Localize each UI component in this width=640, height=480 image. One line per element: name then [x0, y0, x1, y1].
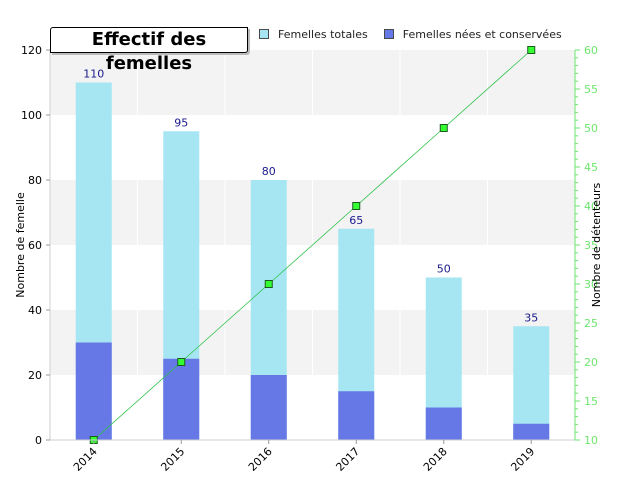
bar-total-2019	[513, 326, 550, 440]
y-tick-label-right: 15	[584, 395, 598, 408]
y-tick-label-left: 20	[28, 369, 42, 382]
legend-item-kept: Femelles nées et conservées	[383, 27, 562, 41]
bar-kept-2019	[513, 423, 550, 440]
y-tick-label-left: 120	[21, 44, 42, 57]
y-tick-label-left: 60	[28, 239, 42, 252]
line-marker-2016	[264, 280, 273, 288]
y-tick-label-left: 80	[28, 174, 42, 187]
y-axis-title-left: Nombre de femelle	[14, 192, 27, 298]
line-marker-2017	[352, 202, 361, 210]
y-axis-title-right: Nombre de détenteurs	[590, 182, 603, 307]
y-tick-label-left: 100	[21, 109, 42, 122]
bar-kept-2015	[163, 358, 200, 440]
y-tick-label-right: 40	[584, 200, 598, 213]
legend-item-total: Femelles totales	[259, 28, 368, 41]
line-marker-2018	[439, 124, 448, 132]
y-tick-label-right: 25	[584, 317, 598, 330]
data-label-2016: 80	[262, 165, 276, 178]
data-label-2018: 50	[437, 263, 451, 276]
data-label-2019: 35	[524, 311, 538, 324]
legend-swatch-kept	[383, 29, 394, 39]
bar-kept-2014	[75, 342, 112, 440]
y-tick-label-right: 30	[584, 278, 598, 291]
y-tick-label-right: 20	[584, 356, 598, 369]
data-label-2014: 110	[83, 68, 104, 81]
y-tick-label-right: 55	[584, 83, 598, 96]
legend: Femelles totales Femelles nées et conser…	[259, 27, 578, 41]
y-tick-label-right: 10	[584, 434, 598, 447]
legend-label-total: Femelles totales	[278, 27, 368, 41]
chart-title: Effectif des femelles	[91, 29, 207, 74]
x-tick-label: 2018	[421, 445, 450, 474]
line-marker-2019	[527, 46, 536, 54]
data-label-2015: 95	[174, 116, 188, 129]
bar-kept-2017	[338, 391, 375, 440]
x-tick-label: 2016	[246, 445, 275, 474]
legend-swatch-total	[259, 29, 269, 39]
y-tick-label-right: 50	[584, 122, 598, 135]
data-label-2017: 65	[349, 214, 363, 227]
bar-kept-2018	[425, 407, 462, 440]
x-tick-label: 2014	[71, 445, 100, 474]
y-tick-label-left: 40	[28, 304, 42, 317]
x-tick-label: 2017	[333, 445, 362, 474]
x-tick-label: 2019	[508, 445, 537, 474]
y-tick-label-right: 60	[584, 44, 598, 57]
line-marker-2015	[177, 358, 186, 366]
x-tick-label: 2015	[158, 445, 187, 474]
line-detenteurs	[93, 49, 532, 441]
y-tick-label-right: 35	[584, 239, 598, 252]
y-tick-label-left: 0	[35, 434, 42, 447]
chart-title-box: Effectif des femelles	[50, 27, 248, 74]
y-tick-label-right: 45	[584, 161, 598, 174]
legend-label-kept: Femelles nées et conservées	[402, 27, 562, 41]
bar-kept-2016	[250, 375, 287, 440]
